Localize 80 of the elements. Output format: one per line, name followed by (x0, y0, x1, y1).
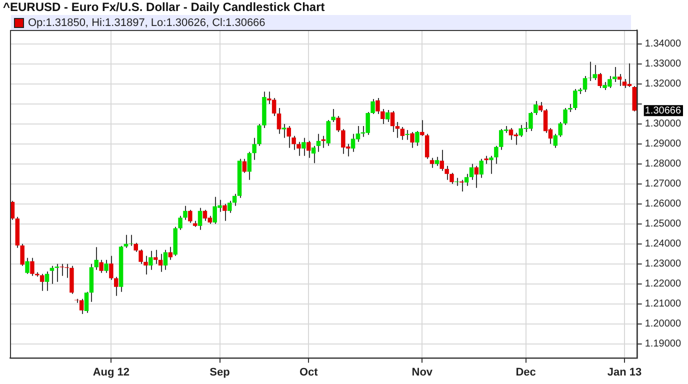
x-tick-label: Sep (210, 366, 230, 378)
candlestick (479, 158, 484, 178)
candlestick (331, 108, 336, 122)
candlestick (242, 158, 247, 174)
candlestick (198, 207, 202, 230)
candlestick (282, 123, 286, 138)
y-tick-label: 1.28000 (644, 158, 682, 170)
candlestick (44, 270, 50, 292)
candlestick (306, 140, 311, 158)
candlestick (311, 145, 316, 164)
candlestick (257, 123, 262, 146)
candlestick (94, 246, 98, 270)
y-tick-label: 1.24000 (644, 238, 682, 250)
x-tick-label: Aug 12 (92, 366, 130, 378)
candlestick (183, 205, 188, 220)
y-tick-label: 1.20000 (644, 318, 682, 330)
x-tick-label: Oct (299, 366, 318, 378)
candlestick (563, 107, 568, 126)
candlestick (25, 257, 30, 274)
candlestick (114, 276, 118, 296)
y-tick-label: 1.23000 (644, 258, 682, 270)
candlestick (276, 107, 282, 134)
candlestick (410, 131, 414, 148)
candlestick (124, 234, 128, 248)
y-tick-label: 1.22000 (644, 278, 682, 290)
candlestick (553, 133, 558, 148)
text: 1.30666 (644, 105, 682, 116)
candlestick (430, 157, 434, 168)
candlestick (420, 120, 424, 136)
candlestick (178, 215, 182, 230)
y-tick-label: 1.29000 (644, 138, 682, 150)
candlestick (489, 155, 494, 174)
candlestick (494, 145, 498, 164)
candlestick (454, 177, 459, 186)
candlestick (302, 137, 306, 156)
candlestick (316, 133, 321, 152)
candlestick (326, 119, 330, 146)
y-tick-label: 1.26000 (644, 198, 682, 210)
candlestick (400, 126, 405, 140)
candlestick (40, 273, 44, 292)
chart-subtitle: Op:1.31850, Hi:1.31897, Lo:1.30626, Cl:1.30666 (28, 16, 266, 28)
candlestick (415, 130, 420, 146)
candlestick (424, 133, 430, 160)
y-tick-label: 1.19000 (644, 338, 682, 350)
candlestick (109, 255, 114, 280)
candlestick (336, 115, 340, 132)
x-tick-label: Dec (516, 366, 536, 378)
candlestick (168, 246, 173, 260)
candlestick (405, 129, 410, 140)
candlestick (104, 259, 108, 274)
y-tick-label: 1.30000 (644, 118, 682, 130)
candlestick (99, 259, 104, 274)
candlestick (247, 151, 252, 180)
x-tick-label: Nov (412, 366, 434, 378)
candlestick (582, 75, 588, 92)
x-tick-label: Jan 13 (607, 366, 642, 378)
candlestick (558, 121, 562, 138)
candlestick (188, 209, 192, 224)
candlestick (385, 109, 390, 122)
candlestick (460, 179, 464, 192)
candlestick (158, 253, 163, 272)
candlestick (79, 298, 84, 315)
y-tick-label: 1.21000 (644, 298, 682, 310)
candlestick (252, 137, 256, 160)
candlestick (163, 249, 168, 270)
y-tick-label: 1.32000 (644, 78, 682, 90)
y-tick-label: 1.33000 (644, 58, 682, 70)
candlestick (592, 64, 598, 80)
chart-title: ^EURUSD - Euro Fx/U.S. Dollar - Daily Candlestick Chart (3, 0, 325, 14)
candlestick (148, 250, 153, 270)
candlestick (128, 234, 134, 246)
candlestick (50, 265, 54, 284)
candlestick (54, 263, 60, 282)
y-tick-label: 1.34000 (644, 38, 682, 50)
candlestick (20, 243, 24, 266)
candlestick (30, 257, 34, 276)
y-tick-label: 1.25000 (644, 218, 682, 230)
candlestick (474, 165, 479, 188)
candlestick (222, 203, 227, 222)
y-tick-label: 1.27000 (644, 178, 682, 190)
